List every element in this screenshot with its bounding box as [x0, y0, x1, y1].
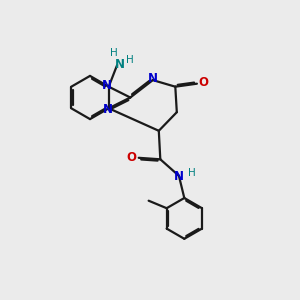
Text: N: N [102, 79, 112, 92]
Text: O: O [199, 76, 208, 89]
Text: H: H [126, 55, 134, 65]
Text: H: H [110, 47, 117, 58]
Text: H: H [188, 168, 195, 178]
Text: N: N [148, 72, 158, 85]
Text: N: N [174, 170, 184, 183]
Text: N: N [115, 58, 124, 71]
Text: O: O [126, 151, 136, 164]
Text: N: N [103, 103, 113, 116]
